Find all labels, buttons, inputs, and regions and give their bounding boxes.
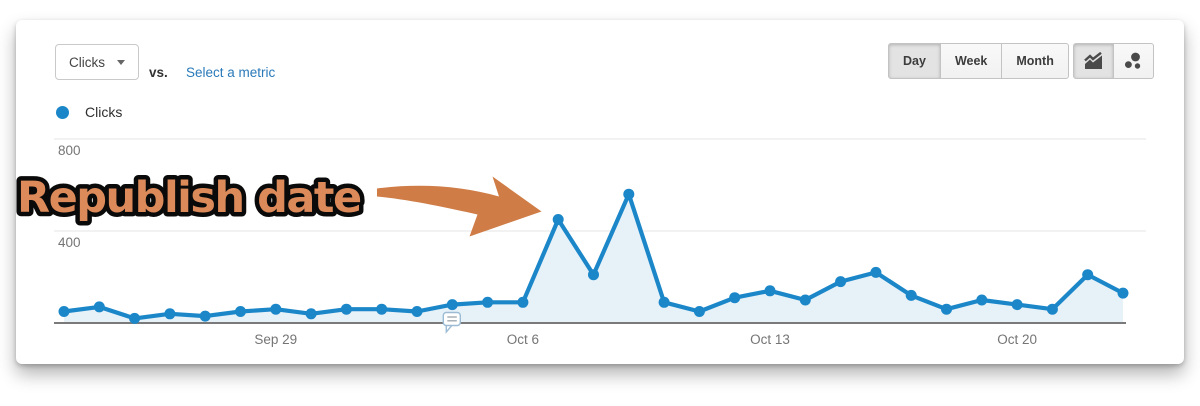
chart-type-toggle — [1073, 43, 1154, 79]
xtick-oct-13: Oct 13 — [750, 332, 790, 347]
data-point[interactable] — [58, 306, 70, 317]
line-area-chart-icon — [1084, 52, 1102, 69]
data-point[interactable] — [870, 266, 882, 278]
data-point[interactable] — [623, 188, 635, 200]
data-point[interactable] — [552, 214, 564, 225]
annotation-marker-icon[interactable] — [442, 311, 461, 334]
clicks-area-fill — [64, 194, 1123, 323]
data-point[interactable] — [446, 299, 458, 311]
caret-down-icon — [117, 59, 125, 65]
clicks-series-dot — [56, 105, 69, 119]
clicks-area-chart[interactable]: 400 800 Sep 29 Oct 6 Oct 13 Oct 20 — [40, 125, 1152, 357]
line-chart-button[interactable] — [1073, 43, 1114, 79]
xtick-oct-20: Oct 20 — [997, 332, 1037, 347]
ytick-800: 800 — [58, 143, 81, 158]
data-point[interactable] — [693, 306, 705, 317]
data-point[interactable] — [129, 312, 141, 324]
xtick-sep-29: Sep 29 — [254, 332, 297, 347]
data-point[interactable] — [941, 303, 952, 315]
data-point[interactable] — [199, 310, 211, 322]
data-point[interactable] — [1117, 287, 1129, 299]
data-point[interactable] — [1011, 299, 1023, 311]
legend-label: Clicks — [85, 104, 123, 120]
month-button[interactable]: Month — [1001, 43, 1069, 79]
data-point[interactable] — [305, 308, 317, 320]
data-point[interactable] — [588, 269, 599, 281]
data-point[interactable] — [340, 303, 352, 315]
data-point[interactable] — [905, 289, 917, 301]
analytics-chart-card: Clicks vs. Select a metric Day Week Mont… — [16, 20, 1184, 364]
data-point[interactable] — [658, 296, 670, 308]
data-point[interactable] — [376, 303, 388, 315]
data-point[interactable] — [482, 296, 494, 308]
data-point[interactable] — [411, 306, 423, 317]
vs-label: vs. — [149, 65, 168, 80]
data-point[interactable] — [235, 306, 246, 317]
data-point[interactable] — [976, 294, 988, 306]
motion-chart-icon — [1125, 52, 1141, 69]
data-point[interactable] — [835, 276, 847, 288]
data-point[interactable] — [270, 303, 282, 315]
xtick-oct-6: Oct 6 — [507, 332, 539, 347]
granularity-toggle: Day Week Month — [888, 43, 1069, 79]
data-point[interactable] — [1082, 269, 1094, 281]
data-point[interactable] — [729, 292, 741, 304]
data-point[interactable] — [517, 296, 529, 308]
ytick-400: 400 — [58, 235, 81, 250]
motion-chart-button[interactable] — [1113, 43, 1154, 79]
data-point[interactable] — [93, 301, 105, 313]
select-metric-link[interactable]: Select a metric — [186, 65, 276, 80]
data-point[interactable] — [799, 294, 811, 306]
data-point[interactable] — [164, 308, 176, 320]
legend: Clicks — [56, 104, 122, 120]
week-button[interactable]: Week — [939, 43, 1003, 79]
data-point[interactable] — [1046, 303, 1058, 315]
metric-dropdown[interactable]: Clicks — [55, 44, 139, 80]
data-point[interactable] — [764, 285, 776, 297]
metric-dropdown-label: Clicks — [69, 54, 105, 70]
day-button[interactable]: Day — [888, 43, 941, 79]
